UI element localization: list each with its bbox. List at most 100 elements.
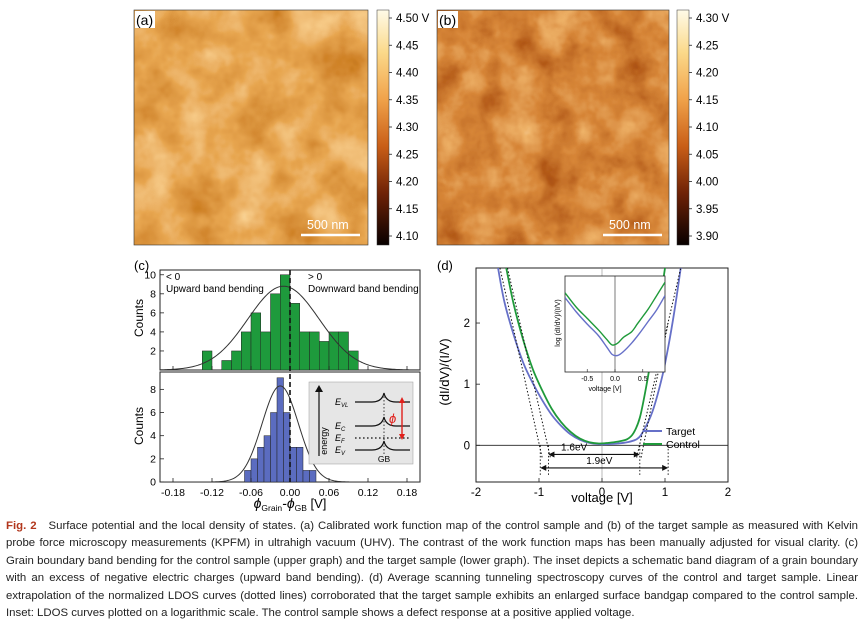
ytick-label-upper: 10 xyxy=(144,269,156,281)
hist-bar xyxy=(250,312,261,370)
hist-bar xyxy=(270,412,278,482)
panel-label-c: (c) xyxy=(134,258,149,273)
inset-xtick-label: -0.5 xyxy=(581,376,593,383)
work-function-map-b xyxy=(437,10,669,245)
hist-bar xyxy=(257,447,265,482)
level-f: EF xyxy=(335,433,345,445)
hist-bar xyxy=(280,274,291,370)
xtick-label-c: -0.12 xyxy=(200,487,224,499)
xtick-label-d: 1 xyxy=(662,487,668,499)
colorbar-tick-label: 4.15 xyxy=(696,95,718,107)
sts-curve-control xyxy=(505,268,666,445)
xtick-label-c: 0.06 xyxy=(319,487,340,499)
ytick-label-lower: 6 xyxy=(150,407,156,419)
panel-b: (b) 500 nm 4.30 V 4.25 4.20 4.15 4.10 4.05 4.0… xyxy=(436,9,730,246)
colorbar-a xyxy=(376,9,390,246)
ylabel-lower: Counts xyxy=(132,407,146,445)
colorbar-tick-label: 4.20 xyxy=(696,68,718,80)
xtick-label-d: -2 xyxy=(471,487,481,499)
upper-left-sign: < 0 xyxy=(166,272,181,283)
work-function-map-a xyxy=(134,10,368,245)
hist-bar xyxy=(309,470,317,482)
hist-bar xyxy=(319,341,330,370)
colorbar-b xyxy=(676,9,690,246)
ytick-label-lower: 4 xyxy=(150,430,156,442)
hist-bar xyxy=(289,303,300,370)
hist-bar xyxy=(296,447,304,482)
level-vl: EVL xyxy=(335,397,348,409)
figure: (a) 500 nm 4.50 V 4.45 4.40 4.35 4.30 4.25 4.2… xyxy=(132,9,731,513)
ylabel-upper: Counts xyxy=(132,299,146,337)
ytick-label-lower: 0 xyxy=(150,477,156,489)
hist-bar xyxy=(231,350,242,370)
colorbar-tick-label: 4.25 xyxy=(396,149,418,161)
inset-xtick-label: 0.5 xyxy=(638,376,648,383)
hist-bar xyxy=(309,331,320,370)
panel-c: (c) 2 4 6 8 10 0 2 4 6 8 -0.18 -0.12 -0.06 0.00 0.06 0.… xyxy=(132,258,421,513)
sts-inset: -0.5 0.0 0.5 xyxy=(565,276,665,383)
ytick-label-upper: 8 xyxy=(150,288,156,300)
level-v: EV xyxy=(335,445,346,457)
hist-bar xyxy=(263,435,271,482)
colorbar-tick-label: 4.25 xyxy=(696,40,718,52)
colorbar-tick-label: 4.05 xyxy=(696,149,718,161)
sts-annotations: 1.6eV 1.9eV xyxy=(540,442,669,471)
hist-bar xyxy=(241,331,252,370)
upper-left-text: Upward band bending xyxy=(166,284,264,295)
hist-bar xyxy=(276,377,284,482)
colorbar-tick-label: 4.30 V xyxy=(696,13,730,25)
panel-label-b: (b) xyxy=(439,12,456,28)
upper-right-sign: > 0 xyxy=(308,272,323,283)
colorbar-tick-label: 4.10 xyxy=(396,231,418,243)
panel-label-d: (d) xyxy=(437,258,453,273)
colorbar-tick-label: 4.00 xyxy=(696,177,718,189)
sts-curves xyxy=(497,268,682,476)
ylabel-d: (dI/dV)/(I/V) xyxy=(437,338,452,405)
energy-axis-label: energy xyxy=(319,427,329,455)
legend-label: Control xyxy=(666,439,700,451)
scale-bar-label-b: 500 nm xyxy=(609,218,651,232)
gap-label: 1.6eV xyxy=(561,442,587,453)
inset-curve-control xyxy=(565,281,665,346)
colorbar-tick-label: 4.10 xyxy=(696,122,718,134)
colorbar-tick-label: 3.95 xyxy=(696,204,718,216)
gap-label: 1.9eV xyxy=(586,456,612,467)
xlabel-d: voltage [V] xyxy=(571,490,632,505)
hist-bar xyxy=(289,447,297,482)
hist-bar xyxy=(244,470,252,482)
xtick-label-d: -1 xyxy=(534,487,544,499)
ytick-label-d: 0 xyxy=(464,440,470,452)
ytick-label-lower: 2 xyxy=(150,453,156,465)
ytick-label-upper: 6 xyxy=(150,307,156,319)
ytick-label-lower: 8 xyxy=(150,384,156,396)
upper-right-text: Downward band bending xyxy=(308,284,419,295)
colorbar-tick-label: 4.20 xyxy=(396,177,418,189)
xtick-label-d: 2 xyxy=(725,487,731,499)
legend-label: Target xyxy=(666,426,695,438)
ytick-label-upper: 2 xyxy=(150,345,156,357)
hist-bar xyxy=(328,331,339,370)
inset-xlabel: voltage [V] xyxy=(588,386,621,393)
colorbar-tick-label: 4.40 xyxy=(396,68,418,80)
colorbar-tick-label: 4.35 xyxy=(396,95,418,107)
panel-a: (a) 500 nm 4.50 V 4.45 4.40 4.35 4.30 4.25 4.2… xyxy=(133,9,430,246)
inset-xtick-label: 0.0 xyxy=(610,376,620,383)
xtick-label-c: 0.18 xyxy=(397,487,418,499)
colorbar-tick-label: 4.15 xyxy=(396,204,418,216)
inset-ylabel: log (dI/dV)/(I/V) xyxy=(555,299,562,346)
xtick-label-c: -0.06 xyxy=(239,487,263,499)
hist-bar xyxy=(260,331,271,370)
hist-bar xyxy=(270,293,281,370)
colorbar-tick-label: 4.30 xyxy=(396,122,418,134)
extrapolation-line xyxy=(507,268,551,458)
level-c: EC xyxy=(335,421,346,433)
colorbar-tick-label: 3.90 xyxy=(696,231,718,243)
hist-bar xyxy=(338,331,349,370)
caption-label: Fig. 2 xyxy=(6,520,37,532)
colorbar-tick-label: 4.45 xyxy=(396,40,418,52)
xtick-label-c: 0.00 xyxy=(280,487,301,499)
colorbar-tick-label: 4.50 V xyxy=(396,13,430,25)
band-diagram-inset: energy ϕ EVL EC EF EV GB xyxy=(308,381,414,465)
